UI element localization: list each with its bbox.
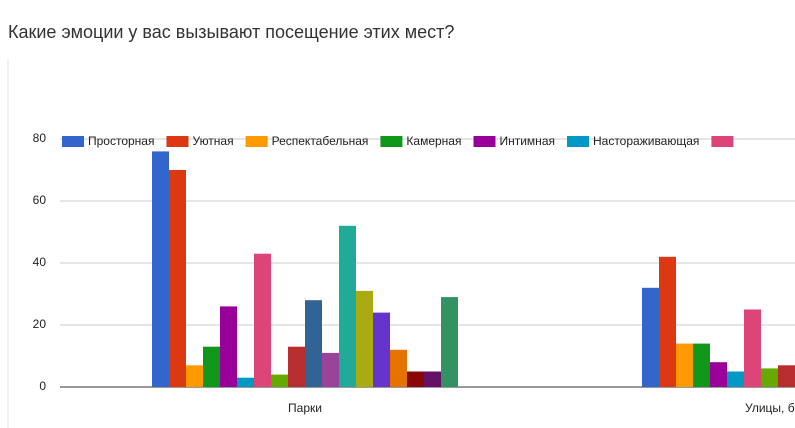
legend-label: Интимная bbox=[499, 134, 555, 148]
bar bbox=[305, 300, 322, 387]
bar bbox=[203, 346, 220, 387]
bar bbox=[288, 346, 305, 387]
bar bbox=[220, 306, 237, 387]
bar bbox=[744, 309, 761, 387]
bar bbox=[424, 371, 441, 387]
question-title: Какие эмоции у вас вызывают посещение эт… bbox=[8, 22, 454, 42]
bar bbox=[441, 297, 458, 387]
y-tick-label: 0 bbox=[39, 379, 46, 393]
legend-swatch bbox=[473, 136, 496, 147]
legend-label: Просторная bbox=[88, 134, 154, 148]
bar bbox=[373, 312, 390, 387]
bar bbox=[407, 371, 424, 387]
bar bbox=[761, 368, 778, 387]
bar bbox=[727, 371, 744, 387]
y-tick-label: 80 bbox=[33, 131, 47, 145]
bar bbox=[322, 352, 339, 387]
bar bbox=[356, 290, 373, 387]
bar bbox=[152, 151, 169, 387]
bar bbox=[169, 170, 186, 387]
y-tick-label: 20 bbox=[33, 317, 47, 331]
legend-swatch bbox=[380, 136, 403, 147]
bar bbox=[339, 225, 356, 387]
legend-swatch bbox=[62, 136, 84, 147]
y-tick-label: 60 bbox=[33, 193, 47, 207]
x-tick-label: Парки bbox=[288, 401, 322, 415]
x-tick-label: Улицы, б bbox=[745, 401, 795, 415]
legend-swatch bbox=[245, 136, 268, 147]
legend-swatch bbox=[166, 136, 189, 147]
legend-swatch bbox=[711, 136, 734, 147]
bar bbox=[390, 349, 407, 387]
bar bbox=[642, 287, 659, 387]
bar bbox=[710, 362, 727, 387]
legend-label: Камерная bbox=[406, 134, 461, 148]
bar bbox=[778, 365, 795, 387]
bar bbox=[676, 343, 693, 387]
bar bbox=[254, 253, 271, 387]
legend-swatch bbox=[566, 136, 589, 147]
bar bbox=[693, 343, 710, 387]
bar bbox=[271, 374, 288, 387]
bar bbox=[186, 365, 203, 387]
legend-label: Настораживающая bbox=[593, 134, 699, 148]
legend-label: Уютная bbox=[192, 134, 233, 148]
bar bbox=[659, 256, 676, 387]
y-tick-label: 40 bbox=[33, 255, 47, 269]
bar bbox=[237, 377, 254, 387]
legend-label: Респектабельная bbox=[272, 134, 369, 148]
